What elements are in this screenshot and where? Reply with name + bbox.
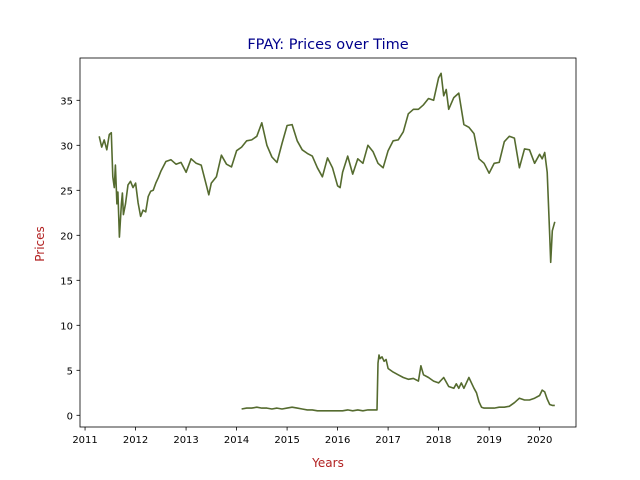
chart-title: FPAY: Prices over Time bbox=[247, 37, 408, 53]
x-tick-label: 2018 bbox=[426, 435, 451, 446]
y-axis-label: Prices bbox=[33, 226, 47, 262]
x-tick-label: 2016 bbox=[325, 435, 350, 446]
x-tick-label: 2012 bbox=[123, 435, 148, 446]
plot-frame bbox=[79, 57, 577, 428]
y-tick-label: 25 bbox=[60, 186, 73, 197]
y-tick-label: 5 bbox=[67, 366, 73, 377]
x-tick-label: 2019 bbox=[476, 435, 501, 446]
x-tick-label: 2015 bbox=[274, 435, 299, 446]
y-tick-label: 30 bbox=[60, 141, 73, 152]
y-tick-label: 35 bbox=[60, 96, 73, 107]
series-line-1 bbox=[98, 72, 556, 264]
plot-area: 2011 2012 2013 2014 2015 2016 2017 2018 2019 2020… bbox=[60, 57, 577, 446]
x-tick-label: 2013 bbox=[173, 435, 198, 446]
x-tick-label: 2017 bbox=[375, 435, 400, 446]
y-tick-label: 15 bbox=[60, 276, 73, 287]
y-tick-label: 20 bbox=[60, 231, 73, 242]
x-tick-label: 2020 bbox=[527, 435, 552, 446]
x-axis-label: Years bbox=[311, 456, 344, 470]
x-tick-label: 2011 bbox=[72, 435, 97, 446]
y-tick-label: 0 bbox=[67, 411, 73, 422]
x-tick-label: 2014 bbox=[224, 435, 249, 446]
series-line-2 bbox=[241, 354, 555, 412]
y-tick-label: 10 bbox=[60, 321, 73, 332]
